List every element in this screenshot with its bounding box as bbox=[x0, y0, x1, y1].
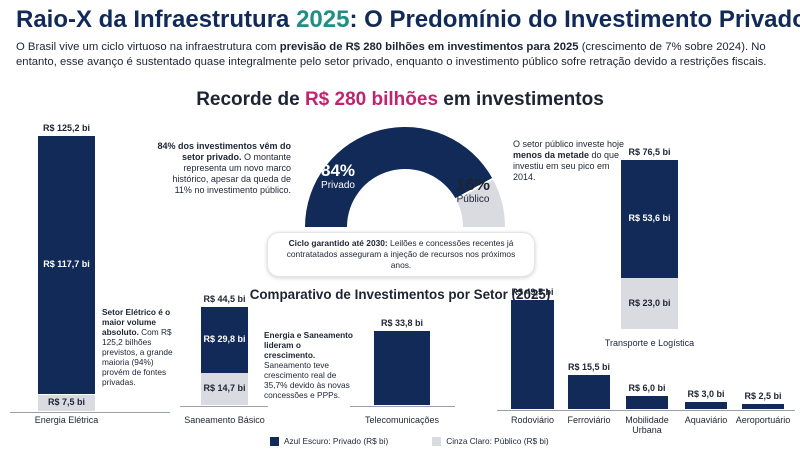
bar-public-value: R$ 23,0 bi bbox=[628, 297, 671, 308]
chart-baseline bbox=[350, 406, 455, 407]
category-label: Transporte e Logística bbox=[604, 338, 695, 348]
intro-paragraph: O Brasil vive um ciclo virtuoso na infra… bbox=[16, 41, 767, 68]
category-label: Aquaviário bbox=[684, 415, 728, 425]
bar-public bbox=[201, 372, 248, 405]
category-label: Saneamento Básico bbox=[184, 415, 265, 425]
category-label: Energia Elétrica bbox=[34, 415, 99, 425]
energia-note: Setor Elétrico é o maior volume absoluto… bbox=[102, 307, 173, 387]
bar-private-value: R$ 117,7 bi bbox=[43, 259, 90, 270]
category-label: Telecomunicações bbox=[364, 415, 440, 425]
saneamento-note: Energia e Saneamento lideram o crescimen… bbox=[264, 330, 353, 400]
bar-public-value: R$ 14,7 bi bbox=[203, 382, 246, 393]
bar-public-value: R$ 7,5 bi bbox=[47, 396, 85, 407]
bar-total bbox=[374, 330, 430, 405]
bar-total bbox=[568, 374, 610, 409]
bar-public bbox=[621, 278, 678, 329]
page-title: Raio-X da Infraestrutura 2025: O Predomí… bbox=[16, 6, 800, 33]
chart-legend: Azul Escuro: Privado (R$ bi) Cinza Claro… bbox=[270, 435, 549, 447]
category-label: Ferroviário bbox=[567, 415, 611, 425]
bar-total-value: R$ 3,0 bi bbox=[687, 389, 725, 400]
gauge-private-label: 84% Privado bbox=[320, 161, 356, 191]
bar-total-value: R$ 44,5 bi bbox=[203, 294, 246, 305]
investment-gauge bbox=[305, 127, 505, 227]
legend-swatch-private bbox=[270, 436, 279, 446]
chart-baseline bbox=[10, 412, 170, 413]
bar-total-value: R$ 15,5 bi bbox=[567, 361, 611, 372]
bar-total-value: R$ 2,5 bi bbox=[744, 390, 782, 401]
bar-total bbox=[685, 402, 727, 409]
legend-private: Azul Escuro: Privado (R$ bi) bbox=[284, 436, 389, 446]
bar-total bbox=[511, 300, 554, 409]
bar-private bbox=[38, 135, 95, 395]
bar-total-value: R$ 125,2 bi bbox=[42, 122, 91, 133]
bar-private-value: R$ 29,8 bi bbox=[203, 333, 246, 344]
private-share-note: 84% dos investimentos vêm do setor priva… bbox=[157, 141, 291, 195]
title-year: 2025 bbox=[296, 6, 350, 33]
gauge-public-label: 16% Público bbox=[455, 175, 491, 205]
chart-title: Comparativo de Investimentos por Setor (… bbox=[249, 287, 551, 302]
bar-private-value: R$ 53,6 bi bbox=[628, 213, 671, 224]
bar-private bbox=[621, 160, 678, 279]
category-label: Rodoviário bbox=[510, 415, 555, 425]
category-label: Aeroportuário bbox=[735, 415, 791, 425]
gauge-public-segment bbox=[455, 178, 505, 227]
category-label: Mobilidade Urbana bbox=[625, 415, 669, 435]
chart-baseline bbox=[497, 410, 795, 411]
bar-total-value: R$ 76,5 bi bbox=[628, 147, 671, 158]
guarantee-callout: Ciclo garantido até 2030: Leilões e conc… bbox=[267, 232, 535, 277]
bar-total-value: R$ 6,0 bi bbox=[628, 382, 666, 393]
legend-public: Cinza Claro: Público (R$ bi) bbox=[446, 436, 549, 446]
bar-public bbox=[38, 394, 95, 411]
gauge-private-segment bbox=[305, 127, 493, 227]
bar-total-value: R$ 33,8 bi bbox=[380, 317, 424, 328]
bar-private bbox=[201, 307, 248, 373]
chart-baseline bbox=[180, 406, 268, 407]
gauge-separator bbox=[455, 177, 494, 200]
bar-total bbox=[626, 395, 668, 409]
legend-swatch-public bbox=[432, 436, 442, 446]
bar-total bbox=[742, 403, 784, 409]
bar-total-value: R$ 49,5 bi bbox=[511, 287, 554, 298]
record-title: Recorde de R$ 280 bilhões em investiment… bbox=[196, 89, 604, 110]
public-peak-note: O setor público investe hoje menos da me… bbox=[513, 139, 625, 182]
